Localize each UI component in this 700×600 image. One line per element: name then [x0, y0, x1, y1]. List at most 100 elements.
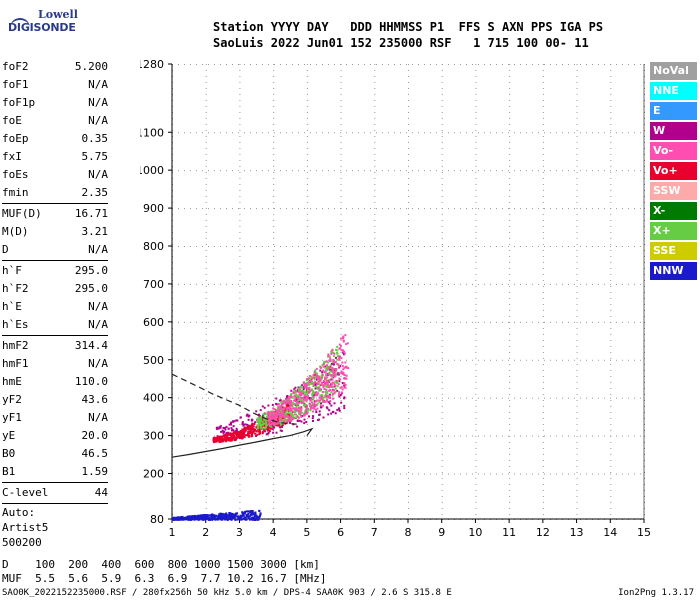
grid-dot — [538, 246, 539, 247]
x-tick-label: 13 — [570, 526, 584, 536]
grid-dot — [568, 321, 569, 323]
echo-point — [265, 421, 267, 424]
grid-dot — [306, 64, 308, 65]
echo-point — [325, 378, 328, 381]
grid-dot — [340, 502, 342, 503]
grid-dot — [475, 388, 477, 389]
echo-point — [251, 426, 254, 429]
echo-point — [302, 388, 305, 391]
grid-dot — [496, 473, 497, 475]
param-row: M(D) 3.21 — [2, 223, 108, 241]
grid-dot — [634, 132, 635, 134]
echo-point — [218, 439, 221, 442]
echo-point — [253, 423, 256, 425]
echo-point — [216, 426, 219, 429]
grid-dot — [304, 321, 305, 323]
grid-dot — [304, 283, 305, 285]
echo-point — [285, 408, 288, 411]
echo-point — [281, 415, 284, 418]
y-tick-label: 900 — [143, 202, 164, 215]
echo-point — [318, 410, 321, 413]
grid-dot — [580, 359, 581, 361]
echo-point — [336, 408, 339, 411]
grid-dot — [472, 64, 473, 65]
grid-dot — [576, 292, 578, 293]
grid-dot — [475, 148, 477, 149]
grid-dot — [374, 220, 376, 221]
auto-line: 500200 — [2, 536, 42, 549]
grid-dot — [214, 321, 215, 323]
grid-dot — [520, 132, 521, 134]
grid-dot — [475, 442, 477, 443]
grid-dot — [532, 170, 533, 172]
echo-point — [220, 430, 223, 433]
legend-item-nnw: NNW — [650, 262, 697, 280]
grid-dot — [316, 359, 317, 361]
grid-dot — [644, 136, 645, 137]
grid-dot — [610, 370, 612, 371]
echo-point — [324, 376, 327, 379]
echo-point — [243, 430, 246, 433]
grid-dot — [622, 208, 623, 210]
echo-point — [335, 348, 338, 351]
grid-dot — [542, 310, 544, 311]
echo-point — [287, 413, 290, 416]
grid-dot — [441, 406, 443, 407]
grid-dot — [644, 226, 645, 227]
grid-dot — [592, 283, 593, 285]
grid-dot — [340, 400, 342, 401]
grid-dot — [239, 268, 241, 269]
echo-point — [289, 412, 292, 415]
echo-point — [295, 404, 298, 406]
grid-dot — [239, 202, 241, 203]
grid-dot — [509, 154, 511, 155]
ionogram-plot: 1 2 3 4 5 6 7 8 9 10 11 12 13 14 158020030040050060070… — [140, 58, 651, 536]
grid-dot — [286, 473, 287, 475]
grid-dot — [374, 124, 376, 125]
grid-dot — [408, 130, 409, 131]
echo-point — [314, 384, 317, 386]
grid-dot — [374, 202, 376, 203]
grid-dot — [298, 170, 299, 172]
grid-dot — [274, 64, 275, 65]
grid-dot — [644, 472, 645, 473]
echo-point — [312, 389, 314, 392]
grid-dot — [205, 286, 207, 287]
grid-dot — [542, 166, 544, 167]
grid-dot — [568, 473, 569, 475]
echo-point — [334, 369, 337, 372]
echo-point — [316, 399, 319, 402]
grid-dot — [226, 132, 227, 134]
echo-point — [315, 392, 317, 395]
grid-dot — [334, 435, 335, 437]
echo-point — [215, 440, 218, 443]
grid-dot — [298, 359, 299, 361]
echo-point — [317, 378, 320, 381]
echo-point — [253, 428, 256, 431]
grid-dot — [408, 202, 409, 203]
echo-point — [177, 516, 180, 519]
grid-dot — [226, 473, 227, 475]
grid-dot — [273, 178, 275, 179]
grid-dot — [616, 473, 617, 475]
echo-point — [328, 393, 331, 396]
grid-dot — [509, 82, 511, 83]
grid-dot — [509, 226, 511, 227]
echo-point — [325, 390, 327, 393]
grid-dot — [644, 94, 645, 95]
grid-dot — [576, 490, 578, 491]
echo-point — [305, 397, 308, 400]
echo-point — [273, 426, 276, 429]
grid-dot — [576, 178, 578, 179]
grid-dot — [604, 132, 605, 134]
grid-dot — [374, 100, 376, 101]
grid-dot — [374, 76, 376, 77]
grid-dot — [556, 283, 557, 285]
grid-dot — [460, 64, 461, 65]
grid-dot — [475, 346, 477, 347]
grid-dot — [374, 184, 376, 185]
echo-point — [290, 389, 293, 392]
grid-dot — [374, 514, 376, 515]
grid-dot — [408, 316, 409, 317]
grid-dot — [580, 473, 581, 475]
